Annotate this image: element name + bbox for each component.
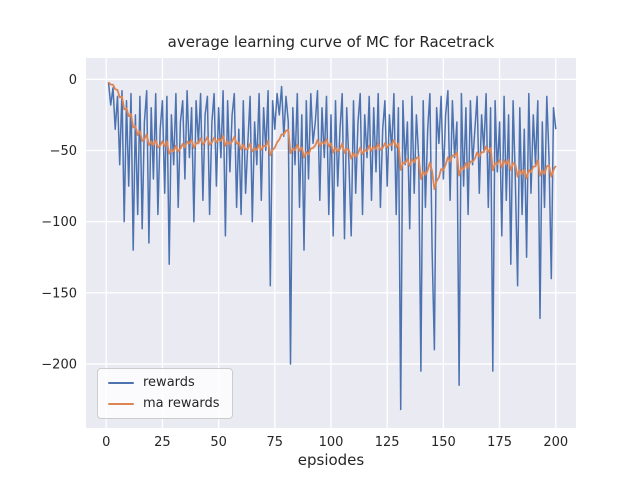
y-tick-label: −100 [41, 215, 77, 230]
x-tick-label: 125 [375, 435, 400, 450]
x-tick-label: 50 [210, 435, 227, 450]
x-tick-label: 75 [267, 435, 284, 450]
x-tick-label: 0 [102, 435, 110, 450]
y-tick-label: −150 [41, 286, 77, 301]
x-tick-label: 200 [543, 435, 568, 450]
chart-title: average learning curve of MC for Racetra… [167, 33, 495, 51]
x-axis-label: epsiodes [297, 451, 365, 469]
legend-label-rewards: rewards [143, 375, 195, 390]
x-tick-label: 100 [319, 435, 344, 450]
x-tick-label: 25 [154, 435, 171, 450]
x-tick-label: 150 [431, 435, 456, 450]
y-tick-label: 0 [69, 73, 77, 88]
y-tick-label: −50 [50, 144, 77, 159]
rewards-line [107, 82, 557, 411]
legend: rewards ma rewards [97, 368, 233, 419]
legend-item-ma-rewards: ma rewards [108, 396, 220, 412]
ma-rewards-line [107, 81, 557, 191]
rewards-line-swatch [108, 381, 134, 385]
legend-item-rewards: rewards [108, 375, 220, 391]
ma-rewards-line-swatch [108, 402, 134, 406]
x-tick-label: 175 [487, 435, 512, 450]
legend-label-ma-rewards: ma rewards [143, 396, 220, 411]
y-tick-label: −200 [41, 357, 77, 372]
